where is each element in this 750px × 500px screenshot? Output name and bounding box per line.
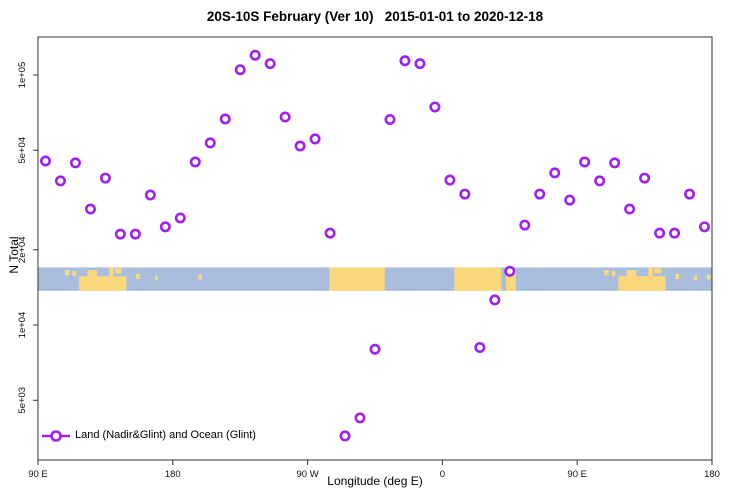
data-point (669, 227, 681, 239)
data-point (459, 188, 471, 200)
map-band-land-segment (154, 275, 158, 281)
data-point (564, 194, 576, 206)
data-point (474, 341, 486, 353)
data-point (504, 265, 516, 277)
data-point (189, 156, 201, 168)
map-band-land-segment (618, 276, 666, 291)
data-point (249, 49, 261, 61)
x-tick-label: 90 E (28, 469, 48, 480)
data-point (639, 172, 651, 184)
map-band-land-segment (706, 274, 711, 280)
map-band-land-segment (454, 267, 502, 291)
plot-box (37, 36, 713, 461)
data-point (324, 227, 336, 239)
y-tick-label: 2e+04 (17, 236, 28, 263)
x-tick-label: 0 (440, 469, 445, 480)
data-point (624, 203, 636, 215)
legend-marker-icon (50, 430, 62, 442)
data-point (204, 137, 216, 149)
data-point (54, 175, 66, 187)
data-point (264, 58, 276, 70)
data-point (39, 155, 51, 167)
data-point (684, 188, 696, 200)
data-point (174, 212, 186, 224)
data-point (114, 228, 126, 240)
map-band-land-segment (87, 270, 98, 277)
y-tick-label: 5e+03 (17, 387, 28, 414)
data-point (384, 113, 396, 125)
map-band-land-segment (115, 268, 122, 274)
data-point (519, 219, 531, 231)
y-tick-label: 5e+04 (17, 137, 28, 164)
data-point (609, 157, 621, 169)
y-axis-title: N Total (7, 236, 21, 274)
map-band-land-segment (506, 270, 516, 291)
map-band-land-segment (136, 273, 140, 280)
data-point (309, 133, 321, 145)
map-band-land-segment (79, 276, 127, 291)
data-point (549, 167, 561, 179)
map-band-land-segment (198, 274, 203, 280)
map-band-land-segment (654, 268, 662, 274)
x-axis-title: Longitude (deg E) (327, 474, 423, 488)
data-point (294, 140, 306, 152)
data-point (99, 172, 111, 184)
data-point (489, 294, 501, 306)
map-band-land-segment (109, 267, 114, 277)
data-point (579, 156, 591, 168)
data-point (144, 189, 156, 201)
data-point (129, 228, 141, 240)
x-tick-label: 90 W (297, 469, 319, 480)
map-band-land-segment (648, 267, 653, 277)
map-band-land-segment (694, 275, 698, 281)
data-point (219, 113, 231, 125)
data-point (414, 58, 426, 70)
map-band-land-segment (329, 267, 385, 291)
data-point (69, 157, 81, 169)
data-point (654, 227, 666, 239)
map-band-land-segment (64, 270, 70, 276)
data-point (339, 430, 351, 442)
map-band-land-segment (675, 273, 680, 280)
map-band-land-segment (611, 271, 616, 277)
data-point (369, 343, 381, 355)
map-band-land-segment (604, 270, 609, 276)
data-point (159, 221, 171, 233)
map-band-land-segment (72, 271, 77, 277)
chart-title: 20S-10S February (Ver 10) 2015-01-01 to … (206, 9, 544, 24)
data-point (534, 188, 546, 200)
y-tick-label: 1e+05 (17, 62, 28, 89)
data-point (234, 64, 246, 76)
data-point (444, 174, 456, 186)
data-point (279, 111, 291, 123)
data-point (699, 221, 711, 233)
x-tick-label: 180 (704, 469, 720, 480)
data-point (84, 203, 96, 215)
y-tick-label: 1e+04 (17, 312, 28, 339)
x-tick-label: 180 (165, 469, 181, 480)
data-point (429, 101, 441, 113)
x-tick-label: 90 E (567, 469, 587, 480)
data-point (594, 175, 606, 187)
data-point (399, 55, 411, 67)
data-point (354, 412, 366, 424)
map-band-land-segment (626, 270, 637, 277)
legend-label: Land (Nadir&Glint) and Ocean (Glint) (75, 429, 256, 441)
